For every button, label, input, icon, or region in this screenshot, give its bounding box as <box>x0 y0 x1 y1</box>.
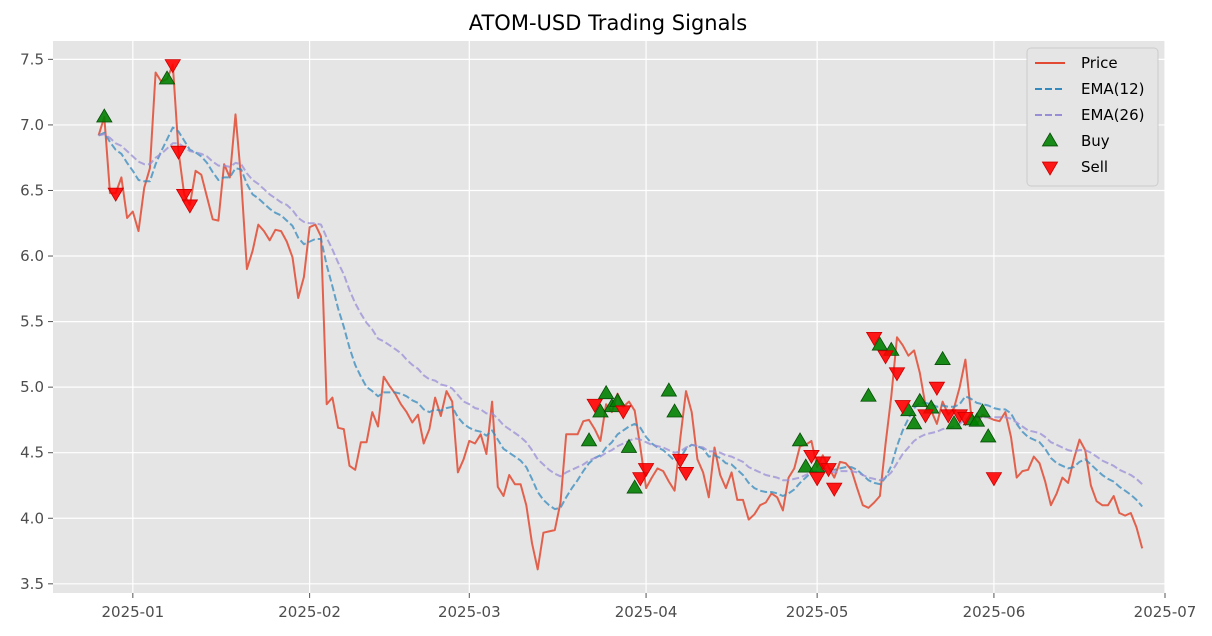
buy-marker <box>626 479 643 494</box>
series-line-ema-12 <box>98 126 1143 511</box>
buy-marker <box>871 336 889 351</box>
y-tick-label: 4.0 <box>20 509 44 527</box>
sell-marker <box>107 187 125 202</box>
buy-marker <box>158 70 176 85</box>
buy-marker <box>979 428 997 443</box>
buy-marker <box>666 403 683 418</box>
sell-marker <box>985 472 1003 487</box>
x-tick-label: 2025-03 <box>438 603 501 621</box>
sell-marker <box>820 463 837 478</box>
buy-marker <box>797 458 815 473</box>
y-tick-label: 3.5 <box>20 575 44 593</box>
grid <box>53 41 1166 593</box>
buy-marker <box>620 438 638 453</box>
legend-label-ema-12: EMA(12) <box>1081 80 1144 98</box>
x-tick-label: 2025-02 <box>278 603 341 621</box>
legend: Price EMA(12) EMA(26) Buy Sell <box>1026 47 1159 187</box>
sell-marker <box>586 398 604 413</box>
y-tick-label: 5.5 <box>20 313 44 331</box>
x-tick-label: 2025-06 <box>963 603 1026 621</box>
sell-marker <box>170 145 187 160</box>
sell-marker <box>614 405 632 420</box>
x-tick-label: 2025-01 <box>101 603 164 621</box>
sell-marker <box>175 189 193 204</box>
y-tick-label: 5.0 <box>20 378 44 396</box>
buy-marker <box>934 350 951 365</box>
legend-frame <box>1026 47 1159 187</box>
sell-marker <box>808 472 826 487</box>
x-tick-label: 2025-04 <box>615 603 678 621</box>
buy-marker <box>580 432 598 447</box>
buy-marker <box>905 415 923 430</box>
x-tick-label: 2025-07 <box>1134 603 1197 621</box>
sell-marker <box>671 453 689 469</box>
legend-swatch-buy <box>1041 132 1059 147</box>
sell-marker <box>877 350 894 365</box>
sell-marker <box>940 409 957 424</box>
sell-marker <box>917 409 934 424</box>
buy-marker <box>597 384 615 400</box>
sell-marker <box>928 381 946 396</box>
legend-label-price: Price <box>1081 54 1118 72</box>
x-tick-label: 2025-05 <box>786 603 849 621</box>
sell-marker <box>865 331 883 347</box>
sell-marker <box>632 472 649 487</box>
buy-marker <box>96 108 113 123</box>
y-tick-label: 6.0 <box>20 247 44 265</box>
sell-marker <box>825 482 843 497</box>
sell-marker <box>677 467 695 482</box>
buy-marker <box>791 432 809 447</box>
buy-marker <box>592 403 609 418</box>
y-axis-ticks: 3.5 4.0 4.5 5.0 5.5 6.0 6.5 7.0 7.5 <box>20 50 53 593</box>
y-tick-label: 7.5 <box>20 50 44 68</box>
sell-marker <box>894 400 911 415</box>
buy-marker <box>660 382 678 397</box>
signal-markers <box>96 59 1003 497</box>
chart-title: ATOM-USD Trading Signals <box>469 11 748 35</box>
sell-marker <box>637 463 655 478</box>
legend-swatch-sell <box>1041 161 1059 176</box>
plot-area <box>53 41 1165 593</box>
sell-marker <box>957 411 974 427</box>
sell-marker <box>181 199 199 214</box>
x-axis-ticks: 2025-01 2025-02 2025-03 2025-04 2025-05 2025-… <box>101 593 1196 621</box>
buy-marker <box>911 392 929 407</box>
y-tick-label: 6.5 <box>20 181 44 199</box>
buy-marker <box>974 403 991 418</box>
sell-marker <box>888 367 906 382</box>
legend-label-ema-26: EMA(26) <box>1081 106 1144 124</box>
buy-marker <box>945 415 963 430</box>
legend-label-sell: Sell <box>1081 158 1108 176</box>
legend-label-buy: Buy <box>1081 132 1110 150</box>
y-tick-label: 4.5 <box>20 444 44 462</box>
buy-marker <box>968 412 986 427</box>
buy-marker <box>860 387 877 402</box>
sell-marker <box>164 59 182 74</box>
y-tick-label: 7.0 <box>20 116 44 134</box>
